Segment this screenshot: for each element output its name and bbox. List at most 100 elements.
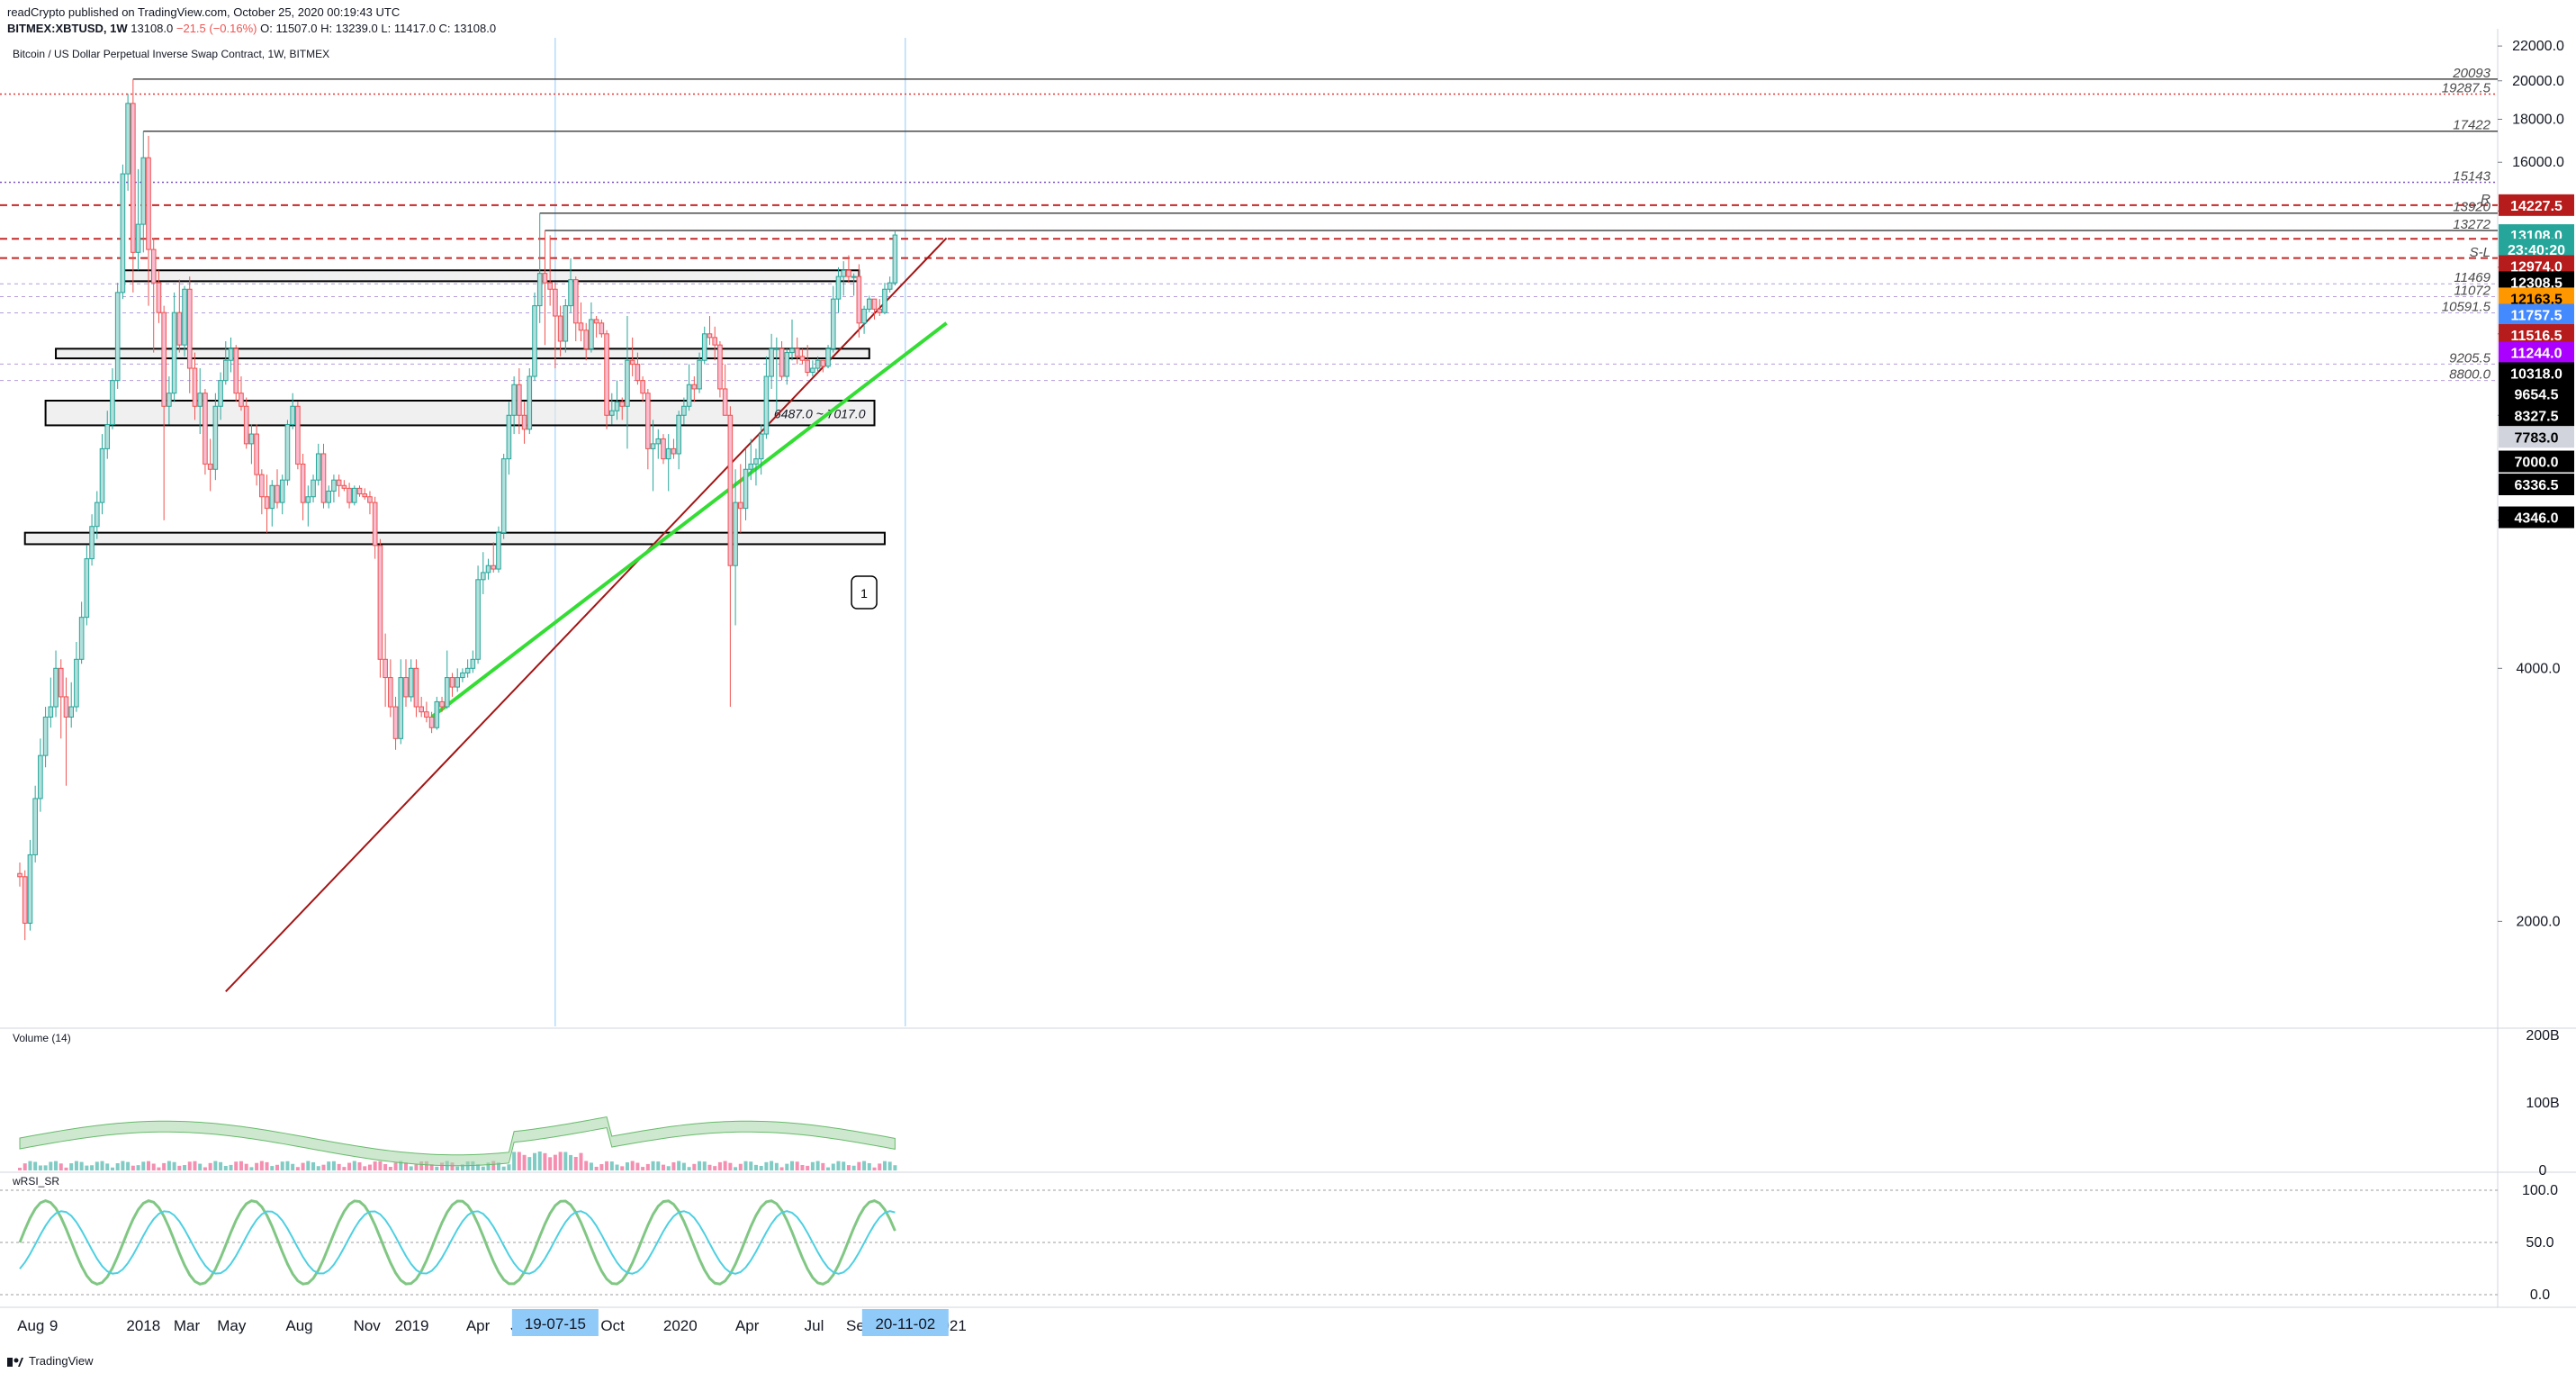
candle-body — [629, 359, 635, 366]
y-tick-label: 20000.0 — [2512, 74, 2564, 89]
price-badge-label: 23:40:20 — [2508, 243, 2565, 258]
volume-bar — [90, 1165, 95, 1170]
volume-bar — [645, 1163, 650, 1170]
candle — [892, 231, 898, 286]
x-date-badge — [861, 1309, 949, 1336]
candle-body — [192, 367, 198, 407]
volume-bar — [734, 1167, 738, 1170]
volume-bar — [707, 1164, 712, 1170]
volume-bar — [826, 1167, 831, 1170]
candle — [758, 424, 764, 475]
candle-body — [331, 479, 337, 492]
volume-bar — [229, 1164, 233, 1170]
rsi-tick-label: 0.0 — [2530, 1287, 2550, 1303]
candle-body — [398, 677, 404, 739]
volume-bar — [38, 1165, 42, 1170]
volume-bar — [625, 1162, 629, 1170]
candle — [239, 376, 244, 411]
candle — [583, 322, 590, 361]
volume-bar — [121, 1161, 125, 1170]
candle-body — [511, 384, 517, 416]
candle-body — [269, 484, 275, 510]
tradingview-brand[interactable]: TradingView — [7, 1354, 94, 1368]
candle — [131, 78, 136, 293]
volume-bar — [147, 1161, 150, 1170]
candle — [63, 677, 69, 786]
volume-bar — [537, 1152, 542, 1170]
volume-bar — [609, 1161, 614, 1170]
volume-panel-title: Volume (14) — [13, 1032, 71, 1044]
candle-body — [104, 424, 111, 449]
candle-body — [228, 348, 234, 361]
candle-body — [496, 532, 501, 570]
candle-body — [320, 453, 327, 503]
candle — [650, 420, 656, 492]
candle — [362, 488, 368, 500]
candle-body — [614, 401, 620, 411]
candle-body — [290, 405, 295, 426]
candle — [248, 424, 255, 465]
volume-bar — [28, 1161, 32, 1170]
candle — [701, 326, 707, 365]
candle — [161, 305, 167, 520]
candle-body — [48, 706, 54, 718]
candle-body — [182, 288, 187, 346]
volume-bar — [810, 1161, 815, 1170]
candle-body — [640, 380, 645, 394]
candle-body — [841, 269, 847, 277]
volume-bar — [692, 1163, 697, 1170]
level-label: 8800.0 — [2449, 367, 2491, 383]
rsi-line — [18, 1198, 896, 1286]
candle-body — [32, 798, 38, 855]
volume-bar — [615, 1164, 619, 1170]
candle-body — [58, 667, 64, 698]
volume-bar — [357, 1162, 362, 1170]
tradingview-logo-icon — [7, 1356, 23, 1367]
candle-body — [326, 490, 331, 503]
price-badge-label: 14227.5 — [2510, 199, 2562, 214]
volume-bar — [795, 1161, 799, 1170]
candle — [563, 299, 569, 353]
volume-bar — [589, 1162, 593, 1170]
open-value: O: 11507.0 — [260, 22, 318, 35]
volume-bar — [249, 1167, 254, 1170]
volume-bar — [558, 1152, 563, 1170]
level-label: 17422 — [2453, 118, 2490, 133]
candle-body — [362, 493, 368, 498]
candle — [536, 212, 543, 323]
candle — [403, 659, 409, 708]
volume-bar — [342, 1167, 347, 1170]
x-tick-label: 2018 — [126, 1317, 160, 1334]
candle-body — [593, 319, 599, 324]
volume-bar — [49, 1161, 53, 1170]
candle-body — [203, 393, 208, 465]
candle — [140, 131, 147, 253]
candle-body — [517, 384, 522, 416]
candle-body — [259, 474, 265, 498]
candle-body — [815, 359, 821, 369]
volume-bar — [424, 1161, 428, 1170]
candle-body — [825, 348, 831, 367]
candle — [676, 411, 681, 470]
volume-bar — [620, 1166, 625, 1170]
volume-bar — [481, 1166, 485, 1170]
annotation-box — [851, 575, 878, 610]
volume-bar — [157, 1167, 161, 1170]
volume-bar — [455, 1166, 460, 1170]
volume-bar — [363, 1166, 367, 1170]
volume-bar — [779, 1167, 784, 1170]
price-badge — [2499, 450, 2574, 473]
candle — [419, 696, 424, 718]
candle — [805, 345, 810, 377]
candle — [712, 326, 718, 361]
candle-body — [481, 572, 486, 581]
candle-body — [681, 405, 687, 416]
last-price: 13108.0 — [131, 22, 174, 35]
candle-body — [95, 501, 100, 528]
volume-bar — [584, 1161, 589, 1170]
symbol-label[interactable]: BITMEX:XBTUSD, 1W — [7, 22, 128, 35]
candle — [367, 491, 373, 515]
candle — [156, 270, 162, 323]
volume-bar — [501, 1166, 506, 1170]
